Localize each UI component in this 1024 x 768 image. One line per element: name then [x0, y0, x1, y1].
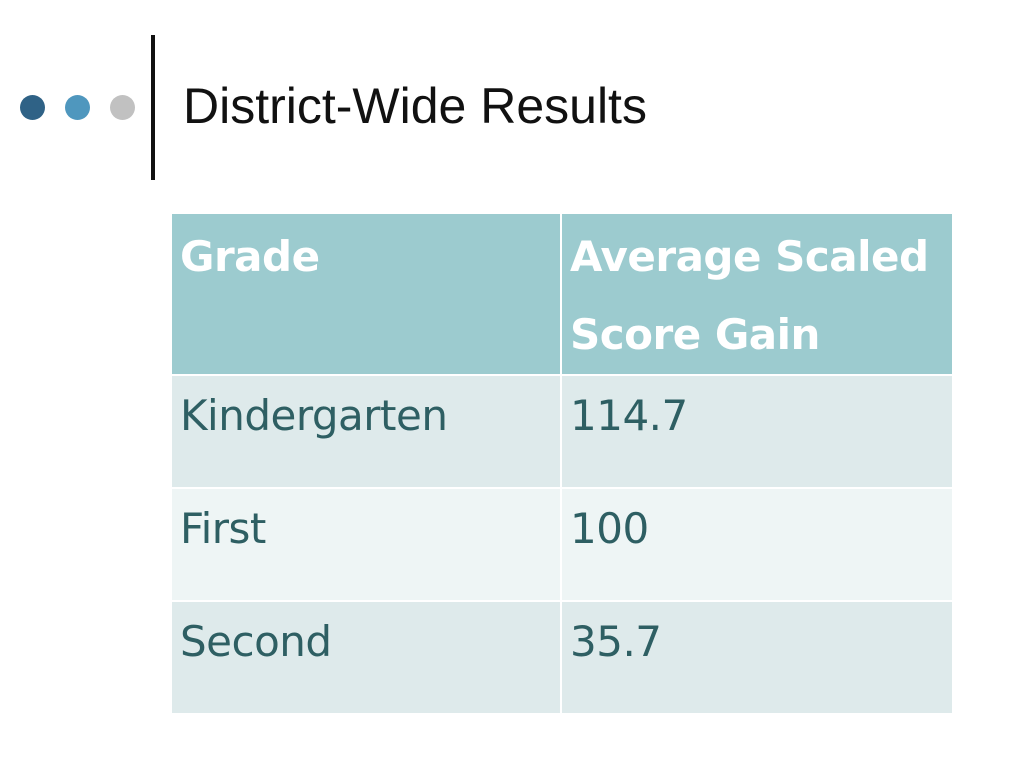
grade-cell: Second	[170, 600, 562, 715]
score-gain-cell: 35.7	[560, 600, 954, 715]
title-bullet-dots	[20, 94, 155, 120]
dot-light	[110, 94, 135, 120]
header-grade: Grade	[170, 212, 562, 376]
header-average-scaled-score-gain: Average Scaled Score Gain	[560, 212, 954, 376]
score-gain-cell: 100	[560, 487, 954, 602]
table-header-row: Grade Average Scaled Score Gain	[170, 212, 954, 376]
grade-cell: First	[170, 487, 562, 602]
dot-dark	[20, 94, 45, 120]
results-table: Grade Average Scaled Score Gain Kinderga…	[170, 212, 954, 715]
slide-title: District-Wide Results	[183, 78, 647, 134]
table-row: Kindergarten 114.7	[170, 374, 954, 489]
table-row: First 100	[170, 487, 954, 602]
score-gain-cell: 114.7	[560, 374, 954, 489]
grade-cell: Kindergarten	[170, 374, 562, 489]
title-divider	[151, 35, 155, 180]
dot-medium	[65, 94, 90, 120]
table-row: Second 35.7	[170, 600, 954, 715]
